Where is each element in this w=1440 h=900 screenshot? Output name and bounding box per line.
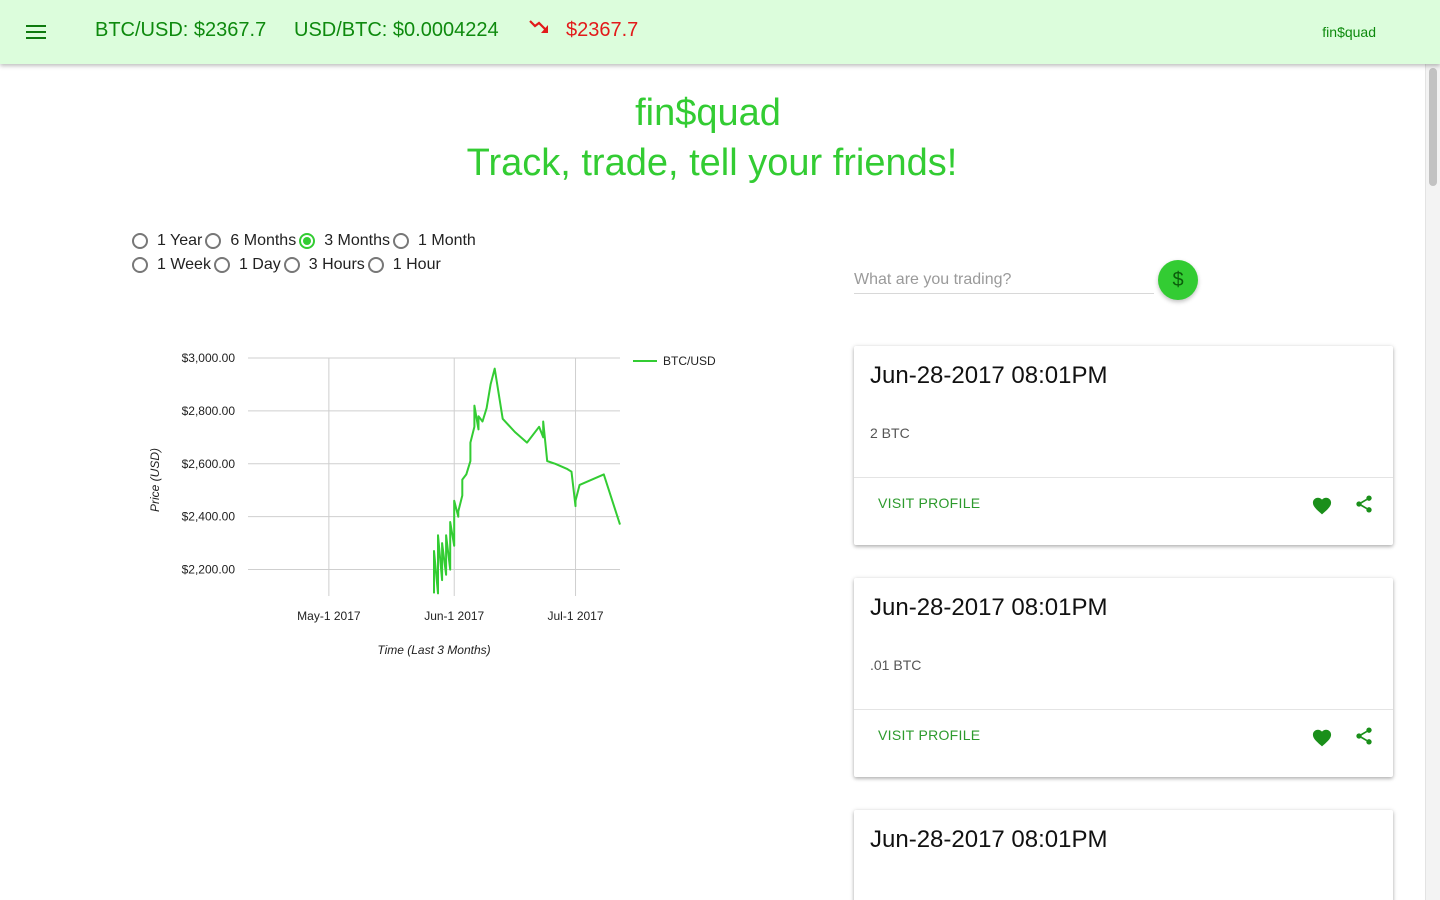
heart-icon[interactable] bbox=[1311, 727, 1333, 747]
radio-circle[interactable] bbox=[283, 257, 300, 273]
usd-btc-rate: USD/BTC: $0.0004224 bbox=[294, 19, 499, 41]
y-tick-label: $3,000.00 bbox=[182, 351, 236, 365]
dollar-icon[interactable]: $ bbox=[1158, 260, 1198, 300]
trade-date: Jun-28-2017 08:01PM bbox=[870, 594, 1108, 621]
y-tick-label: $2,200.00 bbox=[182, 563, 236, 577]
current-price: $2367.7 bbox=[566, 19, 639, 41]
hero-tagline: Track, trade, tell your friends! bbox=[466, 142, 958, 184]
chart-legend: BTC/USD bbox=[633, 354, 716, 368]
brand-link[interactable]: fin$quad bbox=[1322, 24, 1376, 40]
radio-circle[interactable] bbox=[393, 233, 410, 249]
range-option-1-year[interactable]: 1 Year bbox=[132, 232, 205, 250]
x-axis-title: Time (Last 3 Months) bbox=[377, 643, 490, 657]
range-option-1-hour[interactable]: 1 Hour bbox=[367, 256, 444, 274]
trade-date: Jun-28-2017 08:01PM bbox=[870, 362, 1108, 389]
page-scrollbar[interactable] bbox=[1425, 64, 1440, 900]
x-tick-label: Jun-1 2017 bbox=[424, 609, 484, 623]
trade-amount: .01 BTC bbox=[870, 657, 922, 673]
range-option-3-months[interactable]: 3 Months bbox=[299, 232, 393, 250]
series-line-btc-usd bbox=[433, 367, 621, 595]
share-icon[interactable] bbox=[1354, 494, 1374, 514]
range-options-row-2: 1 Week 1 Day 3 Hours 1 Hour bbox=[132, 256, 444, 274]
btc-usd-rate: BTC/USD: $2367.7 bbox=[95, 19, 267, 41]
range-option-3-hours[interactable]: 3 Hours bbox=[283, 256, 368, 274]
trending-down-icon bbox=[529, 20, 548, 33]
visit-profile-button[interactable]: VISIT PROFILE bbox=[878, 727, 981, 743]
search-input[interactable] bbox=[854, 266, 1154, 294]
x-tick-label: Jul-1 2017 bbox=[547, 609, 603, 623]
trade-card: Jun-28-2017 08:01PM 2 BTC VISIT PROFILE bbox=[854, 346, 1393, 545]
trade-card: Jun-28-2017 08:01PM bbox=[854, 810, 1393, 900]
card-divider bbox=[854, 477, 1393, 478]
range-option-label: 1 Day bbox=[238, 256, 281, 273]
y-axis-ticks: $2,200.00 $2,400.00 $2,600.00 $2,800.00 $3,0… bbox=[182, 351, 236, 577]
radio-circle[interactable] bbox=[132, 257, 148, 273]
trade-amount: 2 BTC bbox=[870, 425, 910, 441]
range-option-1-day[interactable]: 1 Day bbox=[213, 256, 284, 274]
visit-profile-button[interactable]: VISIT PROFILE bbox=[878, 495, 981, 511]
range-option-label: 1 Year bbox=[157, 232, 203, 249]
chart-grid bbox=[248, 357, 620, 596]
heart-icon[interactable] bbox=[1311, 495, 1333, 515]
hamburger-menu-icon[interactable] bbox=[26, 24, 46, 40]
range-option-label: 1 Hour bbox=[392, 256, 441, 273]
range-option-label: 1 Week bbox=[157, 256, 211, 273]
radio-circle[interactable] bbox=[205, 233, 222, 249]
share-icon[interactable] bbox=[1354, 726, 1374, 746]
app-bar: BTC/USD: $2367.7 USD/BTC: $0.0004224 $23… bbox=[0, 0, 1440, 64]
scrollbar-thumb[interactable] bbox=[1429, 68, 1437, 186]
range-option-6-months[interactable]: 6 Months bbox=[205, 232, 299, 250]
y-tick-label: $2,800.00 bbox=[182, 404, 236, 418]
y-tick-label: $2,600.00 bbox=[182, 457, 236, 471]
trade-card: Jun-28-2017 08:01PM .01 BTC VISIT PROFIL… bbox=[854, 578, 1393, 777]
hero-title: fin$quad bbox=[635, 92, 781, 134]
range-option-label: 1 Month bbox=[418, 232, 476, 249]
radio-circle[interactable] bbox=[299, 233, 316, 249]
trade-date: Jun-28-2017 08:01PM bbox=[870, 826, 1108, 853]
legend-label: BTC/USD bbox=[663, 354, 716, 368]
range-options-row-1: 1 Year 6 Months 3 Months 1 Month bbox=[132, 232, 479, 250]
y-tick-label: $2,400.00 bbox=[182, 510, 236, 524]
radio-circle[interactable] bbox=[213, 257, 230, 273]
price-chart: $2,200.00 $2,400.00 $2,600.00 $2,800.00 $3,0… bbox=[148, 351, 716, 657]
card-divider bbox=[854, 709, 1393, 710]
x-axis-ticks: May-1 2017 Jun-1 2017 Jul-1 2017 bbox=[297, 609, 604, 623]
radio-circle[interactable] bbox=[367, 257, 384, 273]
range-option-1-week[interactable]: 1 Week bbox=[132, 256, 214, 274]
range-option-label: 3 Hours bbox=[308, 256, 365, 273]
y-axis-title: Price (USD) bbox=[148, 448, 162, 512]
x-tick-label: May-1 2017 bbox=[297, 609, 361, 623]
range-option-label: 6 Months bbox=[230, 232, 297, 249]
range-option-label: 3 Months bbox=[324, 232, 391, 249]
radio-circle[interactable] bbox=[132, 233, 148, 249]
range-option-1-month[interactable]: 1 Month bbox=[393, 232, 479, 250]
